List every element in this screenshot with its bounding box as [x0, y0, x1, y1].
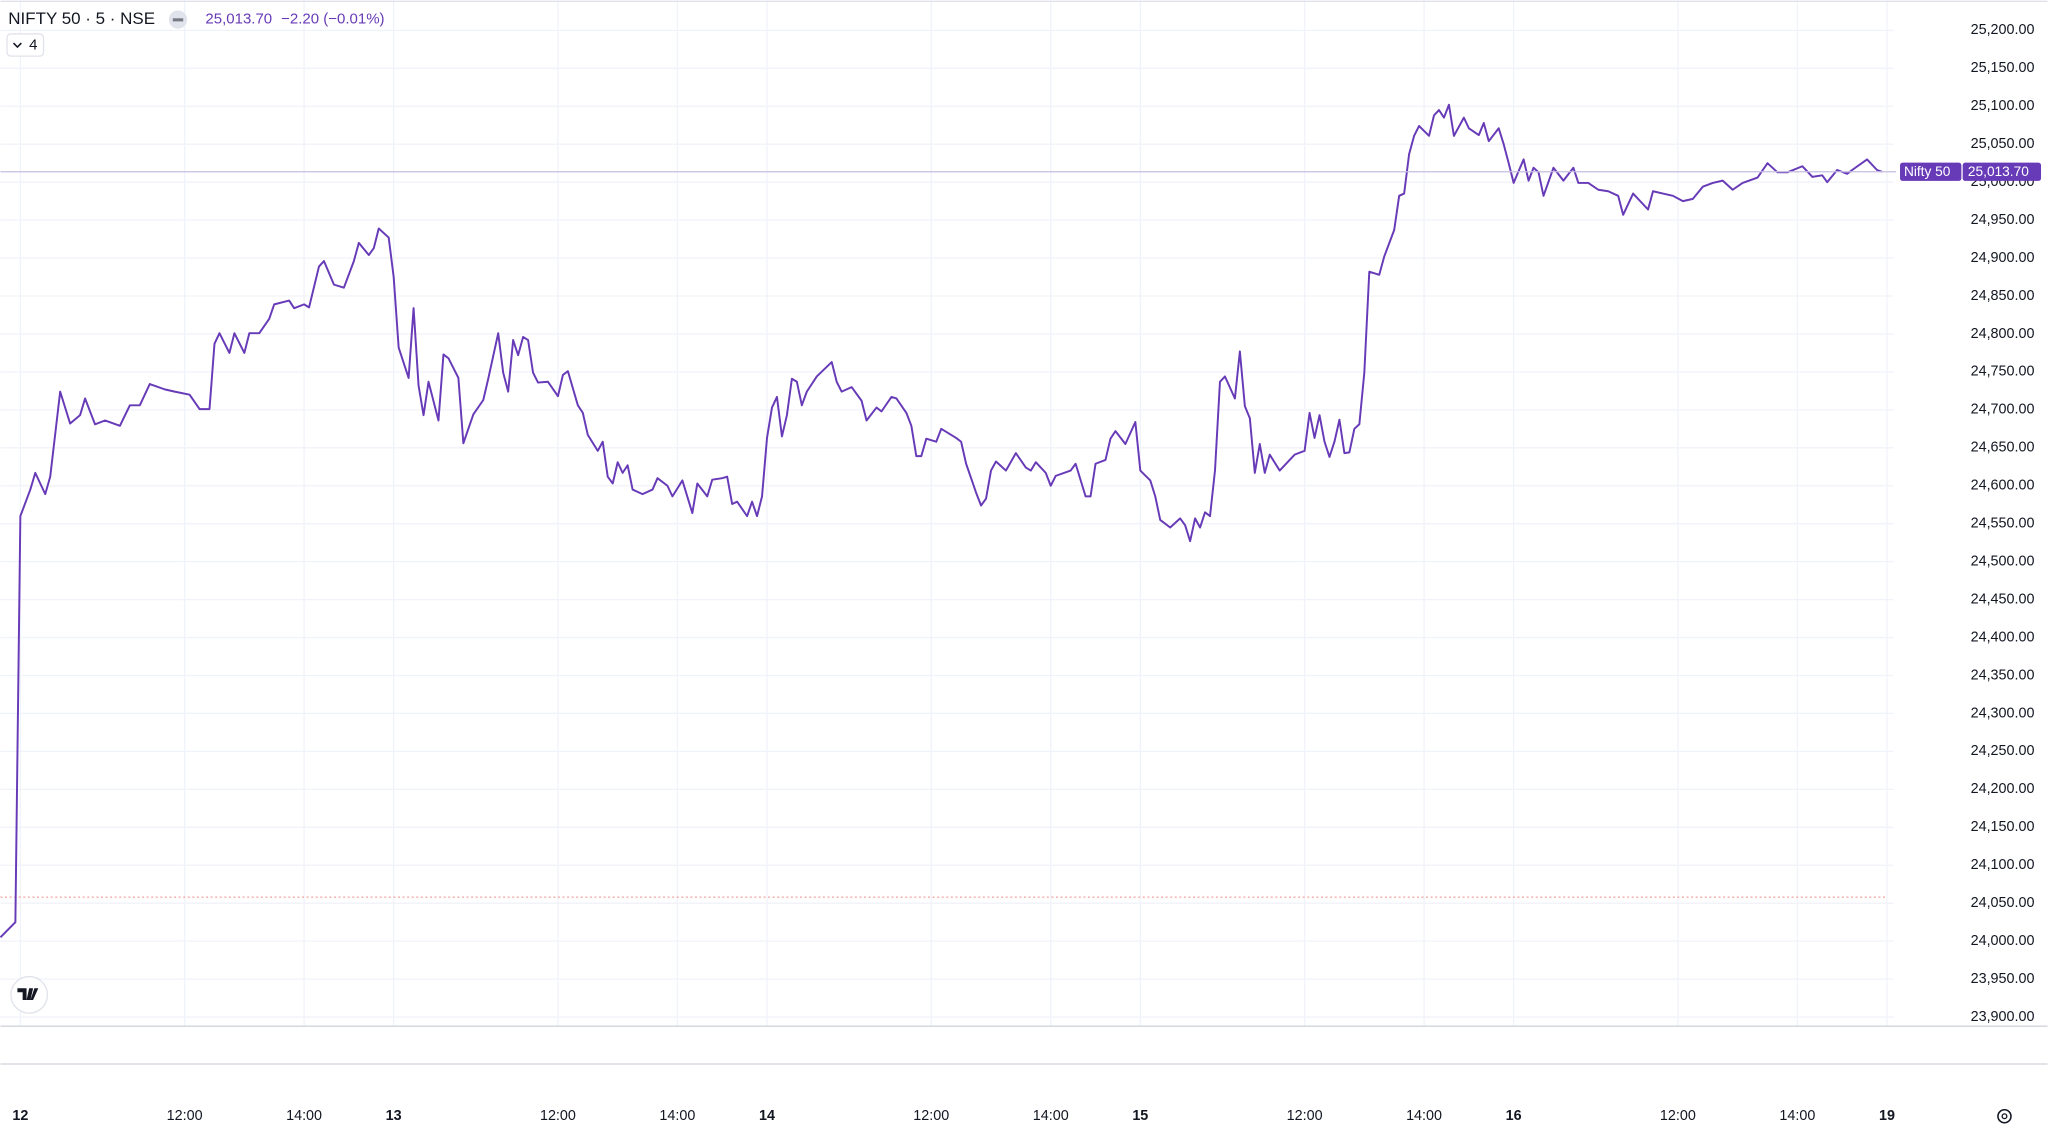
badge-name-box: [1900, 162, 1962, 181]
y-tick-label: 24,800.00: [1971, 326, 2035, 342]
badge-series-name: Nifty 50: [1904, 164, 1951, 179]
x-tick-label: 14:00: [1033, 1108, 1069, 1124]
x-tick-label: 12:00: [913, 1108, 949, 1124]
y-tick-label: 24,150.00: [1971, 819, 2035, 835]
y-tick-label: 24,450.00: [1971, 591, 2035, 607]
y-tick-label: 24,550.00: [1971, 516, 2035, 532]
y-tick-label: 24,600.00: [1971, 478, 2035, 494]
indicator-count: 4: [29, 37, 37, 54]
settings-button[interactable]: [1997, 1108, 2012, 1124]
x-tick-label: 14:00: [1406, 1108, 1442, 1124]
y-tick-label: 24,650.00: [1971, 440, 2035, 456]
x-tick-label: 13: [386, 1108, 402, 1124]
y-tick-label: 24,700.00: [1971, 402, 2035, 418]
y-tick-label: 24,750.00: [1971, 364, 2035, 380]
y-tick-label: 24,500.00: [1971, 553, 2035, 569]
x-tick-label: 19: [1879, 1108, 1895, 1124]
axes: 23,900.00 23,950.00 24,000.00 24,050.00 24,1…: [12, 22, 2034, 1124]
y-tick-label: 25,050.00: [1971, 136, 2035, 152]
x-tick-label: 14:00: [659, 1108, 695, 1124]
y-tick-label: 24,300.00: [1971, 705, 2035, 721]
y-tick-label: 24,850.00: [1971, 288, 2035, 304]
y-tick-label: 25,150.00: [1971, 60, 2035, 76]
x-tick-label: 12:00: [540, 1108, 576, 1124]
indicators-toggle[interactable]: [6, 33, 45, 57]
y-tick-label: 23,950.00: [1971, 971, 2035, 987]
price-badge: Nifty 50 25,013.70: [1900, 162, 2042, 181]
y-tick-label: 24,050.00: [1971, 895, 2035, 911]
header-price: 25,013.70: [205, 11, 272, 28]
x-tick-label: 14:00: [1779, 1108, 1815, 1124]
x-tick-label: 12:00: [1660, 1108, 1696, 1124]
y-tick-label: 24,000.00: [1971, 933, 2035, 949]
plot-area: [0, 103, 1897, 939]
y-tick-label: 24,900.00: [1971, 250, 2035, 266]
y-tick-label: 23,900.00: [1971, 1009, 2035, 1025]
y-tick-label: 24,100.00: [1971, 857, 2035, 873]
y-tick-label: 25,100.00: [1971, 98, 2035, 114]
y-tick-label: 25,200.00: [1971, 22, 2035, 38]
x-tick-label: 14: [759, 1108, 775, 1124]
y-tick-label: 24,200.00: [1971, 781, 2035, 797]
x-tick-label: 12:00: [1287, 1108, 1323, 1124]
y-tick-label: 24,350.00: [1971, 667, 2035, 683]
x-tick-label: 14:00: [286, 1108, 322, 1124]
badge-value-box: [1962, 162, 2042, 181]
settings-icon-core: [2001, 1113, 2008, 1120]
chevron-icon: [12, 42, 22, 49]
price-line: [0, 103, 1883, 939]
x-tick-label: 15: [1132, 1108, 1148, 1124]
header-change: −2.20 (−0.01%): [281, 11, 384, 28]
x-tick-label: 12:00: [167, 1108, 203, 1124]
y-tick-label: 24,250.00: [1971, 743, 2035, 759]
logo-glyph: [17, 988, 39, 1001]
symbol-title[interactable]: NIFTY 50 · 5 · NSE: [8, 9, 155, 28]
y-tick-label: 24,400.00: [1971, 629, 2035, 645]
x-tick-label: 16: [1506, 1108, 1522, 1124]
x-tick-label: 12: [12, 1108, 28, 1124]
badge-value: 25,013.70: [1968, 164, 2029, 179]
status-icon-bar: [172, 18, 184, 22]
y-tick-label: 24,950.00: [1971, 212, 2035, 228]
